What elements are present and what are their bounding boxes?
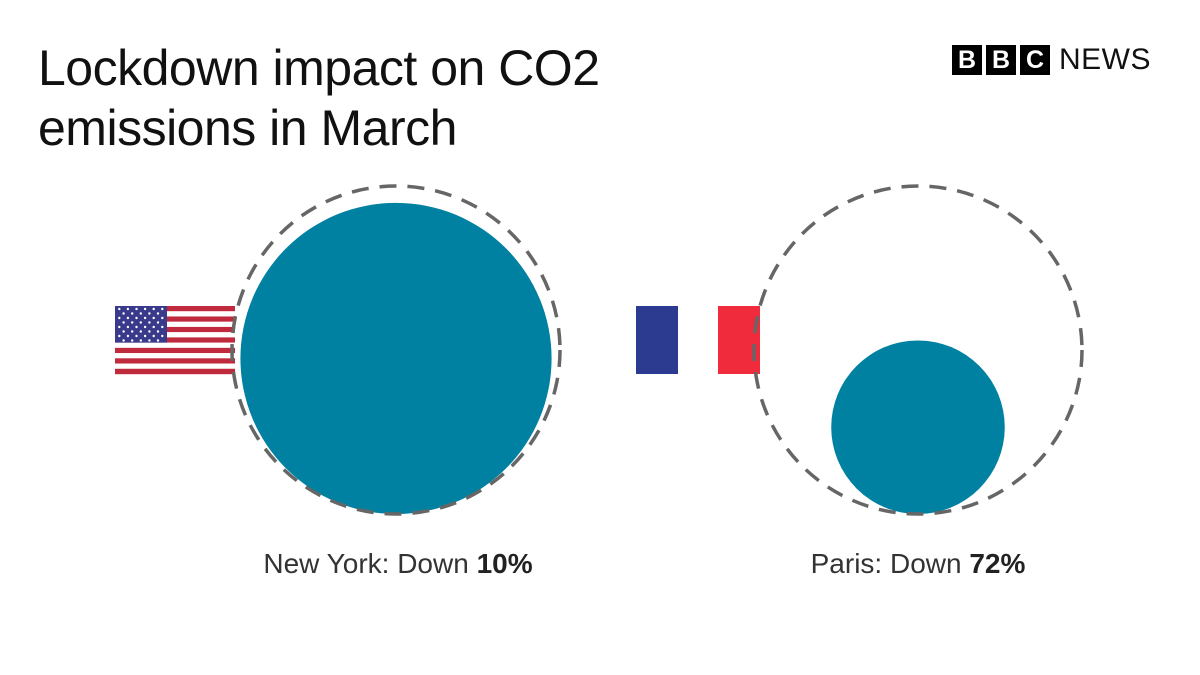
usa-flag-star xyxy=(156,330,160,333)
usa-flag-star xyxy=(161,325,164,329)
chart-title-line-1: Lockdown impact on CO2 xyxy=(38,40,600,96)
usa-flag-star xyxy=(161,334,164,338)
usa-flag-star xyxy=(118,307,121,311)
chart-title: Lockdown impact on CO2 emissions in Marc… xyxy=(38,38,798,158)
logo-letter-b1: B xyxy=(952,45,982,75)
caption-new-york: New York: Down 10% xyxy=(263,547,532,581)
usa-flag-star xyxy=(143,307,147,311)
usa-flag-star xyxy=(135,343,138,347)
chart-title-line-2: emissions in March xyxy=(38,100,457,156)
baseline-circle-paris xyxy=(752,184,1084,516)
emission-circle-new-york xyxy=(240,202,552,515)
usa-flag-star xyxy=(118,316,121,320)
usa-flag-star xyxy=(161,307,164,311)
usa-flag-icon xyxy=(115,306,235,375)
bbc-news-logo: B B C NEWS xyxy=(952,45,1151,75)
usa-flag-star xyxy=(131,339,134,342)
usa-flag-star xyxy=(122,321,125,324)
france-flag-red-band xyxy=(718,306,760,374)
usa-flag-star xyxy=(126,334,130,338)
usa-flag-star xyxy=(122,339,125,342)
usa-flag-star xyxy=(118,334,121,338)
usa-flag-stripe xyxy=(115,347,235,354)
france-flag-icon xyxy=(636,306,760,374)
logo-news-word: NEWS xyxy=(1059,43,1151,76)
usa-flag-star xyxy=(156,321,160,324)
usa-flag-star xyxy=(143,325,147,329)
usa-flag-star xyxy=(126,307,130,311)
caption-paris-prefix: Paris: Down xyxy=(810,548,970,579)
usa-flag-stripe xyxy=(115,368,235,375)
usa-flag-star xyxy=(135,325,138,329)
logo-letter-b2: B xyxy=(986,45,1016,75)
usa-flag-star xyxy=(148,339,151,342)
usa-flag-star xyxy=(126,316,130,320)
usa-flag-star xyxy=(148,312,151,315)
usa-flag-star xyxy=(118,325,121,329)
usa-flag-star xyxy=(131,330,134,333)
usa-flag-star xyxy=(161,316,164,320)
emission-circle-paris xyxy=(831,340,1005,514)
usa-flag-star xyxy=(143,316,147,320)
usa-flag-star xyxy=(135,316,138,320)
usa-flag-star xyxy=(126,343,130,347)
usa-flag-star xyxy=(143,334,147,338)
circles-group xyxy=(230,184,1084,516)
usa-flag-stripe xyxy=(115,342,235,349)
logo-letter-c: C xyxy=(1020,45,1050,75)
usa-flag-star xyxy=(139,330,142,333)
caption-paris-value: 72% xyxy=(969,548,1026,579)
usa-flag-star xyxy=(122,312,125,315)
usa-flag-star xyxy=(152,316,155,320)
usa-flag-star xyxy=(156,339,160,342)
baseline-circle-new-york xyxy=(230,184,562,516)
usa-flag-star xyxy=(139,312,142,315)
usa-flag-star xyxy=(161,343,164,347)
usa-flag-stripe xyxy=(115,332,235,338)
france-flag-blue-band xyxy=(636,306,678,374)
usa-flag-stripe xyxy=(115,337,235,343)
usa-flag-stripe xyxy=(115,306,235,312)
usa-flag-stripe xyxy=(115,353,235,359)
usa-flag-star xyxy=(152,334,155,338)
caption-new-york-prefix: New York: Down xyxy=(263,548,477,579)
usa-flag-star xyxy=(148,321,151,324)
usa-flag-star xyxy=(152,307,155,311)
usa-flag-star xyxy=(139,339,142,342)
usa-flag-canton xyxy=(115,306,167,343)
usa-flag-star xyxy=(131,312,134,315)
usa-flag-star xyxy=(122,330,125,333)
usa-flag-stripe xyxy=(115,311,235,317)
caption-paris: Paris: Down 72% xyxy=(811,547,1026,581)
usa-flag-star xyxy=(152,343,155,347)
usa-flag-stripe xyxy=(115,326,235,333)
usa-flag-star xyxy=(152,325,155,329)
usa-flag-star xyxy=(131,321,134,324)
usa-flag-star xyxy=(148,330,151,333)
caption-new-york-value: 10% xyxy=(476,548,533,579)
usa-flag-star xyxy=(143,343,147,347)
usa-flag-star xyxy=(126,325,130,329)
usa-flag-stripe xyxy=(115,363,235,369)
usa-flag-star xyxy=(118,343,121,347)
usa-flag-stripe xyxy=(115,358,235,364)
usa-flag-star xyxy=(156,312,160,315)
usa-flag-stripe xyxy=(115,316,235,322)
usa-flag-star xyxy=(135,334,138,338)
usa-flag-star xyxy=(139,321,142,324)
usa-flag-star xyxy=(135,307,138,311)
usa-flag-stripe xyxy=(115,321,235,328)
